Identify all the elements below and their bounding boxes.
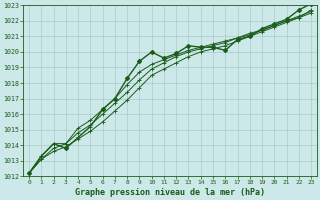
X-axis label: Graphe pression niveau de la mer (hPa): Graphe pression niveau de la mer (hPa): [75, 188, 265, 197]
